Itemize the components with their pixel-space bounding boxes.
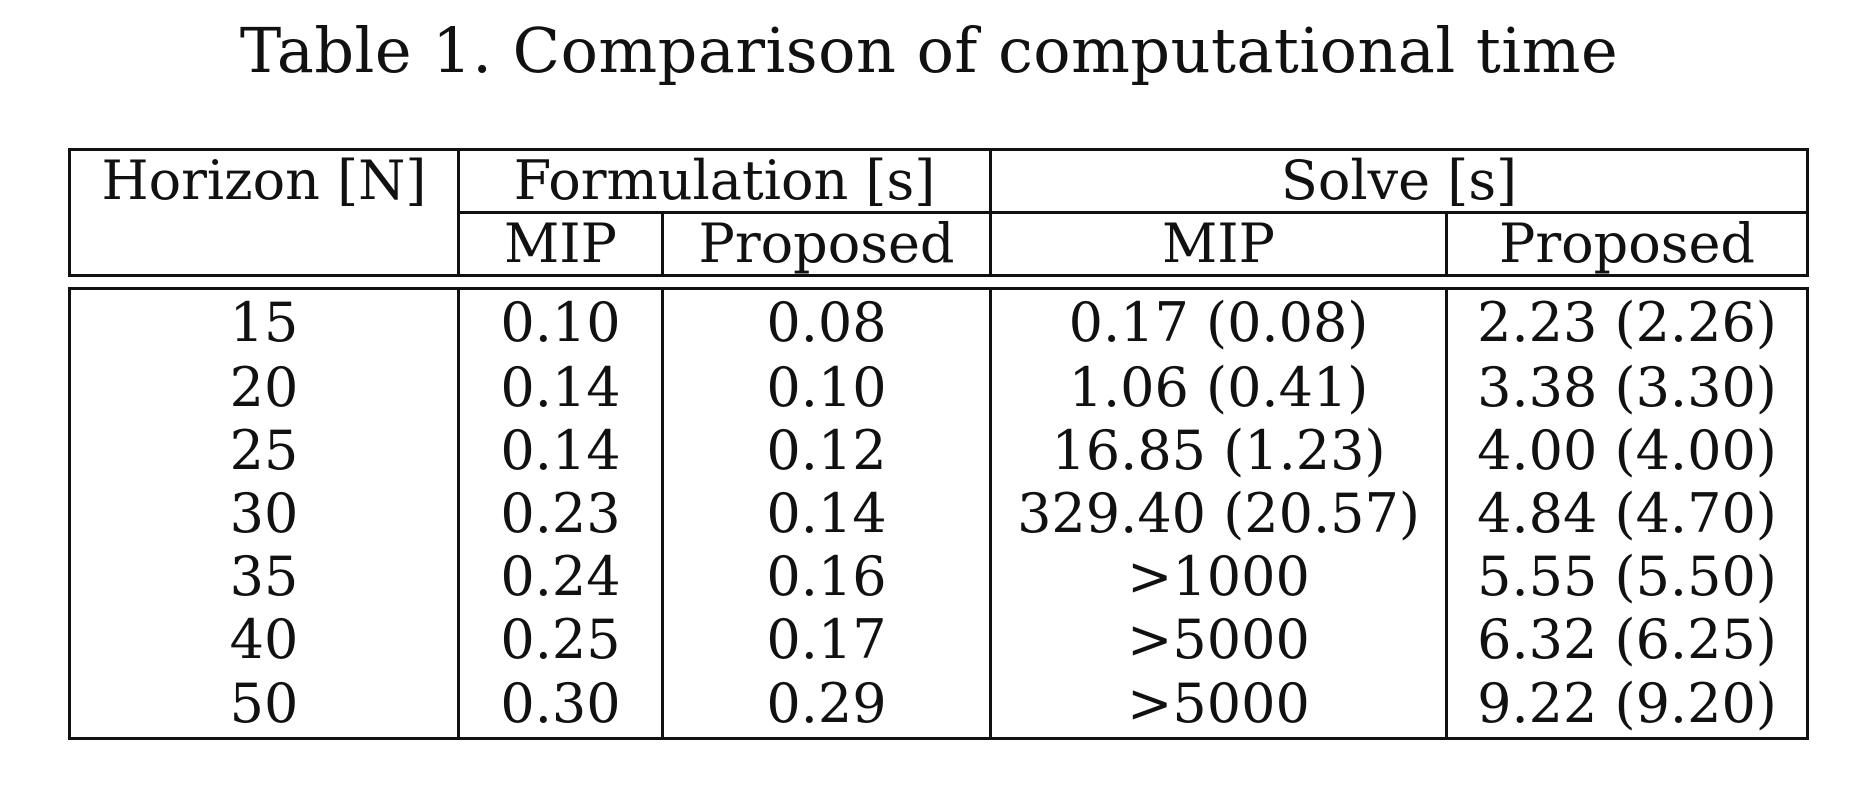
cell-solve-proposed: 4.00 (4.00) [1445,419,1809,482]
cell-horizon: 20 [68,356,460,419]
table-row: 15 0.10 0.08 0.17 (0.08) 2.23 (2.26) [68,287,1809,356]
cell-solve-proposed: 6.32 (6.25) [1445,608,1809,671]
cell-formulation-proposed: 0.10 [661,356,992,419]
cell-formulation-proposed: 0.16 [661,545,992,608]
cell-solve-mip: 16.85 (1.23) [989,419,1448,482]
computational-time-table-wrapper: Horizon [N] Formulation [s] Solve [s] MI… [68,148,1809,740]
cell-solve-proposed: 9.22 (9.20) [1445,671,1809,740]
cell-solve-mip: >5000 [989,608,1448,671]
cell-formulation-proposed: 0.14 [661,482,992,545]
cell-solve-proposed: 3.38 (3.30) [1445,356,1809,419]
cell-solve-mip: 1.06 (0.41) [989,356,1448,419]
header-horizon: Horizon [N] [68,148,460,277]
cell-formulation-mip: 0.14 [457,419,664,482]
header-gap [70,276,1808,289]
computational-time-table: Horizon [N] Formulation [s] Solve [s] MI… [68,148,1809,740]
table-row: 35 0.24 0.16 >1000 5.55 (5.50) [68,545,1809,608]
cell-formulation-proposed: 0.12 [661,419,992,482]
cell-solve-proposed: 2.23 (2.26) [1445,287,1809,356]
header-row-sub: MIP Proposed MIP Proposed [70,211,1809,277]
header-formulation-proposed: Proposed [661,211,992,277]
cell-solve-mip: 0.17 (0.08) [989,287,1448,356]
table-header: Horizon [N] Formulation [s] Solve [s] MI… [68,148,1809,277]
table-row: 20 0.14 0.10 1.06 (0.41) 3.38 (3.30) [68,356,1809,419]
gap-row [70,276,1808,289]
cell-solve-mip: >1000 [989,545,1448,608]
cell-solve-mip: >5000 [989,671,1448,740]
cell-solve-mip: 329.40 (20.57) [989,482,1448,545]
cell-formulation-proposed: 0.17 [661,608,992,671]
header-row-top: Horizon [N] Formulation [s] Solve [s] [68,148,1809,277]
cell-horizon: 15 [68,287,460,356]
cell-horizon: 25 [68,419,460,482]
cell-formulation-mip: 0.10 [457,287,664,356]
cell-formulation-proposed: 0.29 [661,671,992,740]
table-row: 30 0.23 0.14 329.40 (20.57) 4.84 (4.70) [68,482,1809,545]
header-formulation-mip: MIP [457,211,664,277]
cell-formulation-proposed: 0.08 [661,287,992,356]
cell-formulation-mip: 0.25 [457,608,664,671]
cell-horizon: 40 [68,608,460,671]
table-caption: Table 1. Comparison of computational tim… [239,14,1619,87]
table-row: 50 0.30 0.29 >5000 9.22 (9.20) [68,671,1809,740]
cell-formulation-mip: 0.23 [457,482,664,545]
header-solve-mip: MIP [989,211,1448,277]
table-body: 15 0.10 0.08 0.17 (0.08) 2.23 (2.26) 20 … [68,287,1809,740]
cell-formulation-mip: 0.24 [457,545,664,608]
cell-horizon: 50 [68,671,460,740]
cell-solve-proposed: 5.55 (5.50) [1445,545,1809,608]
cell-solve-proposed: 4.84 (4.70) [1445,482,1809,545]
table-row: 40 0.25 0.17 >5000 6.32 (6.25) [68,608,1809,671]
header-solve-proposed: Proposed [1445,211,1809,277]
header-formulation: Formulation [s] [457,148,992,214]
table-row: 25 0.14 0.12 16.85 (1.23) 4.00 (4.00) [68,419,1809,482]
cell-formulation-mip: 0.30 [457,671,664,740]
cell-formulation-mip: 0.14 [457,356,664,419]
header-solve: Solve [s] [989,148,1809,214]
cell-horizon: 30 [68,482,460,545]
cell-horizon: 35 [68,545,460,608]
